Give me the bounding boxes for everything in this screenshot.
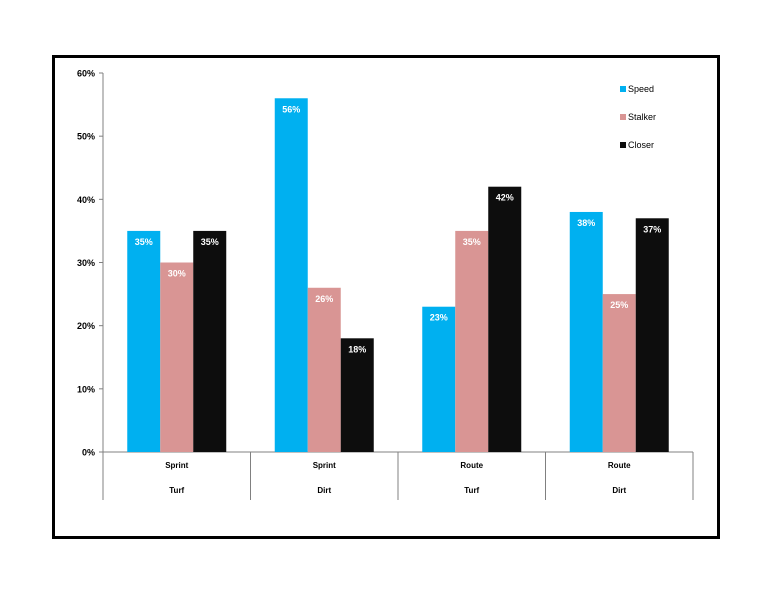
data-label: 35%	[135, 237, 153, 247]
data-label: 30%	[168, 269, 186, 279]
legend-swatch-stalker	[620, 114, 626, 120]
data-label: 42%	[496, 193, 514, 203]
x-category-label-top: Route	[608, 461, 631, 470]
y-tick-label: 10%	[77, 384, 95, 394]
data-labels: 35% 30% 35% 56% 26% 18% 23% 35% 42% 38% 25% 37%	[135, 104, 662, 354]
y-tick-label: 0%	[82, 448, 95, 458]
data-label: 25%	[610, 300, 628, 310]
bar-speed	[569, 211, 603, 452]
bar-speed	[127, 230, 161, 452]
legend: Speed Stalker Closer	[620, 84, 656, 150]
data-label: 37%	[643, 224, 661, 234]
bar-speed	[274, 98, 308, 453]
bar-closer	[193, 230, 227, 452]
legend-swatch-speed	[620, 86, 626, 92]
data-label: 23%	[430, 313, 448, 323]
y-tick-label: 30%	[77, 258, 95, 268]
bar-closer	[635, 218, 669, 452]
data-label: 38%	[577, 218, 595, 228]
bar-stalker	[160, 262, 194, 452]
legend-label-speed: Speed	[628, 84, 654, 94]
bar-stalker	[307, 287, 341, 452]
legend-swatch-closer	[620, 142, 626, 148]
bars	[127, 98, 669, 453]
legend-label-stalker: Stalker	[628, 112, 656, 122]
data-label: 35%	[463, 237, 481, 247]
y-tick-label: 50%	[77, 132, 95, 142]
x-category-label-bottom: Dirt	[317, 486, 331, 495]
x-category-label-top: Sprint	[313, 461, 336, 470]
data-label: 26%	[315, 294, 333, 304]
x-category-label-top: Sprint	[165, 461, 188, 470]
bar-stalker	[455, 230, 489, 452]
legend-label-closer: Closer	[628, 140, 654, 150]
x-category-label-bottom: Turf	[464, 486, 479, 495]
y-tick-label: 40%	[77, 195, 95, 205]
y-tick-label: 20%	[77, 321, 95, 331]
data-label: 35%	[201, 237, 219, 247]
x-category-label-top: Route	[460, 461, 483, 470]
y-tick-label: 60%	[77, 69, 95, 79]
bar-speed	[422, 306, 456, 452]
bar-closer	[488, 186, 522, 452]
bar-closer	[340, 338, 374, 452]
bar-stalker	[602, 294, 636, 452]
data-label: 56%	[282, 104, 300, 114]
x-category-label-bottom: Dirt	[612, 486, 626, 495]
x-category-label-bottom: Turf	[169, 486, 184, 495]
data-label: 18%	[348, 344, 366, 354]
